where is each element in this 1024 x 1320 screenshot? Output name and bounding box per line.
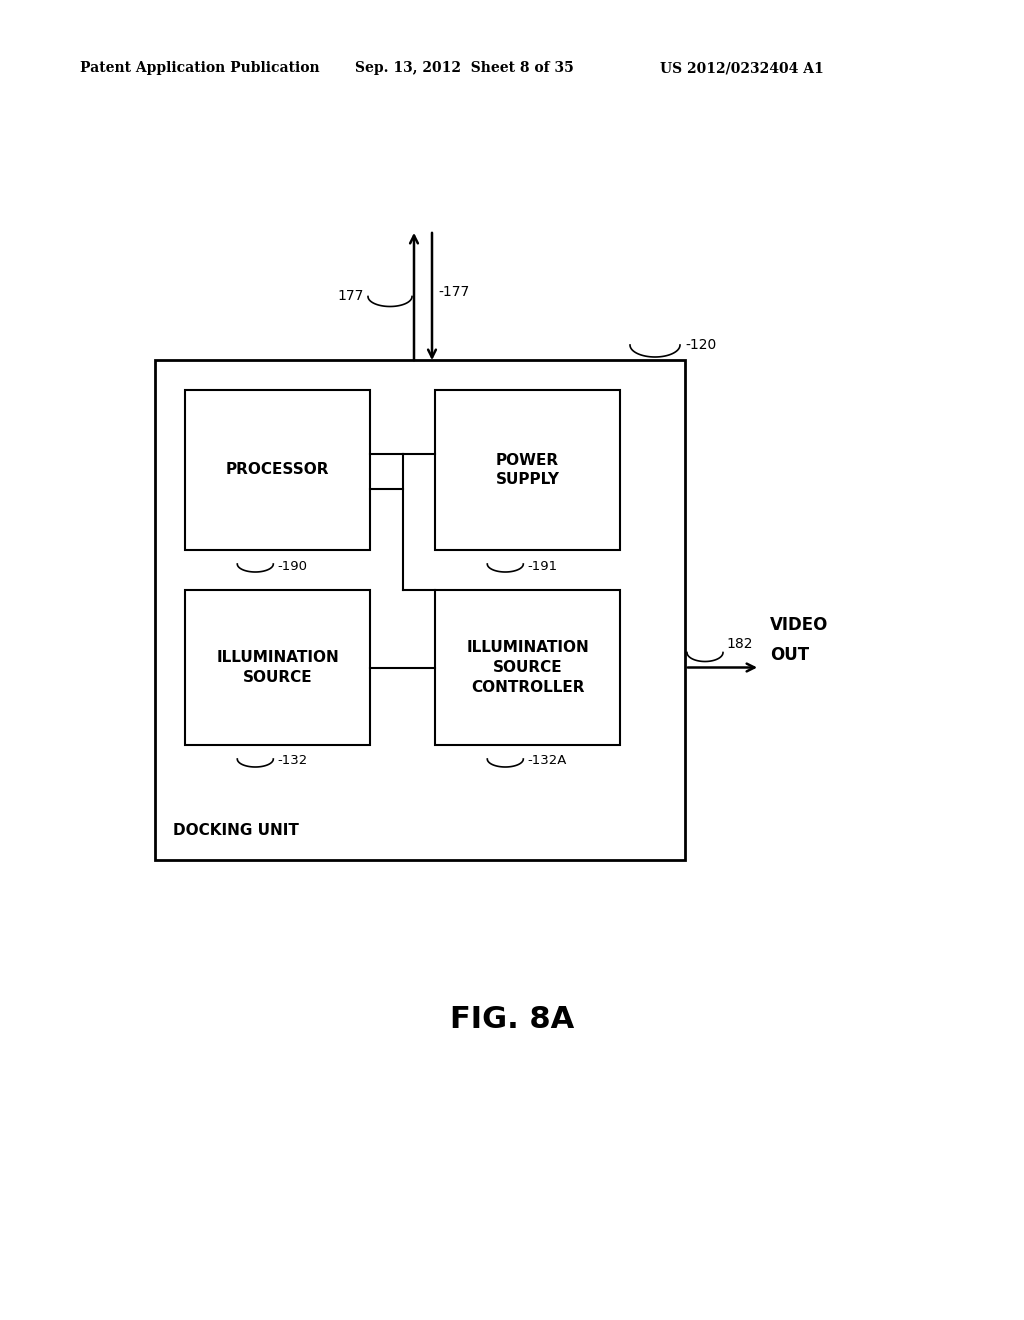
Bar <box>435 389 620 550</box>
Text: Patent Application Publication: Patent Application Publication <box>80 61 319 75</box>
Text: DOCKING UNIT: DOCKING UNIT <box>173 822 299 838</box>
Text: 182: 182 <box>726 636 753 651</box>
Text: VIDEO: VIDEO <box>770 616 828 634</box>
Text: -120: -120 <box>685 338 716 352</box>
Text: -132: -132 <box>278 755 307 767</box>
Text: POWER
SUPPLY: POWER SUPPLY <box>496 453 559 487</box>
Text: Sep. 13, 2012  Sheet 8 of 35: Sep. 13, 2012 Sheet 8 of 35 <box>355 61 573 75</box>
Text: ILLUMINATION
SOURCE: ILLUMINATION SOURCE <box>216 651 339 685</box>
Text: 177: 177 <box>338 289 364 304</box>
Bar <box>185 590 370 744</box>
Text: -190: -190 <box>278 560 307 573</box>
Text: ILLUMINATION
SOURCE
CONTROLLER: ILLUMINATION SOURCE CONTROLLER <box>466 640 589 694</box>
Text: OUT: OUT <box>770 645 809 664</box>
Text: FIG. 8A: FIG. 8A <box>450 1006 574 1035</box>
Bar <box>185 389 370 550</box>
Text: -191: -191 <box>527 560 557 573</box>
Text: -132A: -132A <box>527 755 566 767</box>
Bar <box>435 590 620 744</box>
Text: -177: -177 <box>438 285 469 298</box>
Text: PROCESSOR: PROCESSOR <box>225 462 330 478</box>
Text: US 2012/0232404 A1: US 2012/0232404 A1 <box>660 61 823 75</box>
Bar <box>155 360 685 861</box>
